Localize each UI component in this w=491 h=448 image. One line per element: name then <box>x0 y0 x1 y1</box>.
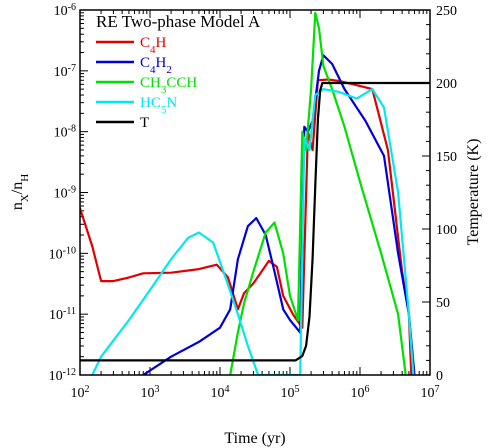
series-line-c4h2 <box>142 54 416 375</box>
y2-tick-label: 50 <box>436 296 450 311</box>
y2-tick-label: 0 <box>436 369 443 384</box>
y-tick-label: 10-8 <box>54 123 76 141</box>
y-tick-label: 10-7 <box>54 62 76 80</box>
y2-tick-label: 250 <box>436 4 457 19</box>
legend-label-hc5n: HC5N <box>140 95 177 116</box>
y-tick-label: 10-6 <box>54 2 76 20</box>
x-tick-label: 102 <box>71 384 90 402</box>
legend-label-ch3cch: CH3CCH <box>140 75 197 96</box>
x-axis-title: Time (yr) <box>224 430 285 447</box>
y-tick-label: 10-11 <box>49 306 76 324</box>
y-axis-title-right: Temperature (K) <box>465 139 482 246</box>
x-tick-label: 106 <box>351 384 370 402</box>
series-line-ch3cch <box>229 11 407 375</box>
y2-tick-label: 200 <box>436 77 457 92</box>
tick-marks <box>79 9 431 376</box>
y-tick-label: 10-9 <box>54 184 76 202</box>
y2-tick-label: 100 <box>436 223 457 238</box>
series-line-hc5n <box>91 87 415 375</box>
x-tick-label: 104 <box>211 384 230 402</box>
x-tick-label: 103 <box>141 384 160 402</box>
legend-label-t: T <box>140 115 149 131</box>
plot-frame <box>79 9 431 376</box>
x-tick-label: 105 <box>281 384 300 402</box>
y-tick-label: 10-12 <box>49 367 76 385</box>
y-axis-title-left: nX/nH <box>9 174 31 210</box>
x-tick-label: 107 <box>421 384 440 402</box>
y2-tick-label: 150 <box>436 150 457 165</box>
series-line-t <box>80 81 430 362</box>
series-lines <box>80 11 430 375</box>
tick-labels: 102 103 104 105 106 107 10-12 10-11 10-10 10-9 10-… <box>49 2 457 402</box>
y-tick-label: 10-10 <box>49 245 76 263</box>
legend-label-c4h: C4H <box>140 35 167 56</box>
series-line-c4h <box>80 78 413 375</box>
chart-title: RE Two-phase Model A <box>96 12 261 31</box>
legend-label-c4h2: C4H2 <box>140 55 172 76</box>
